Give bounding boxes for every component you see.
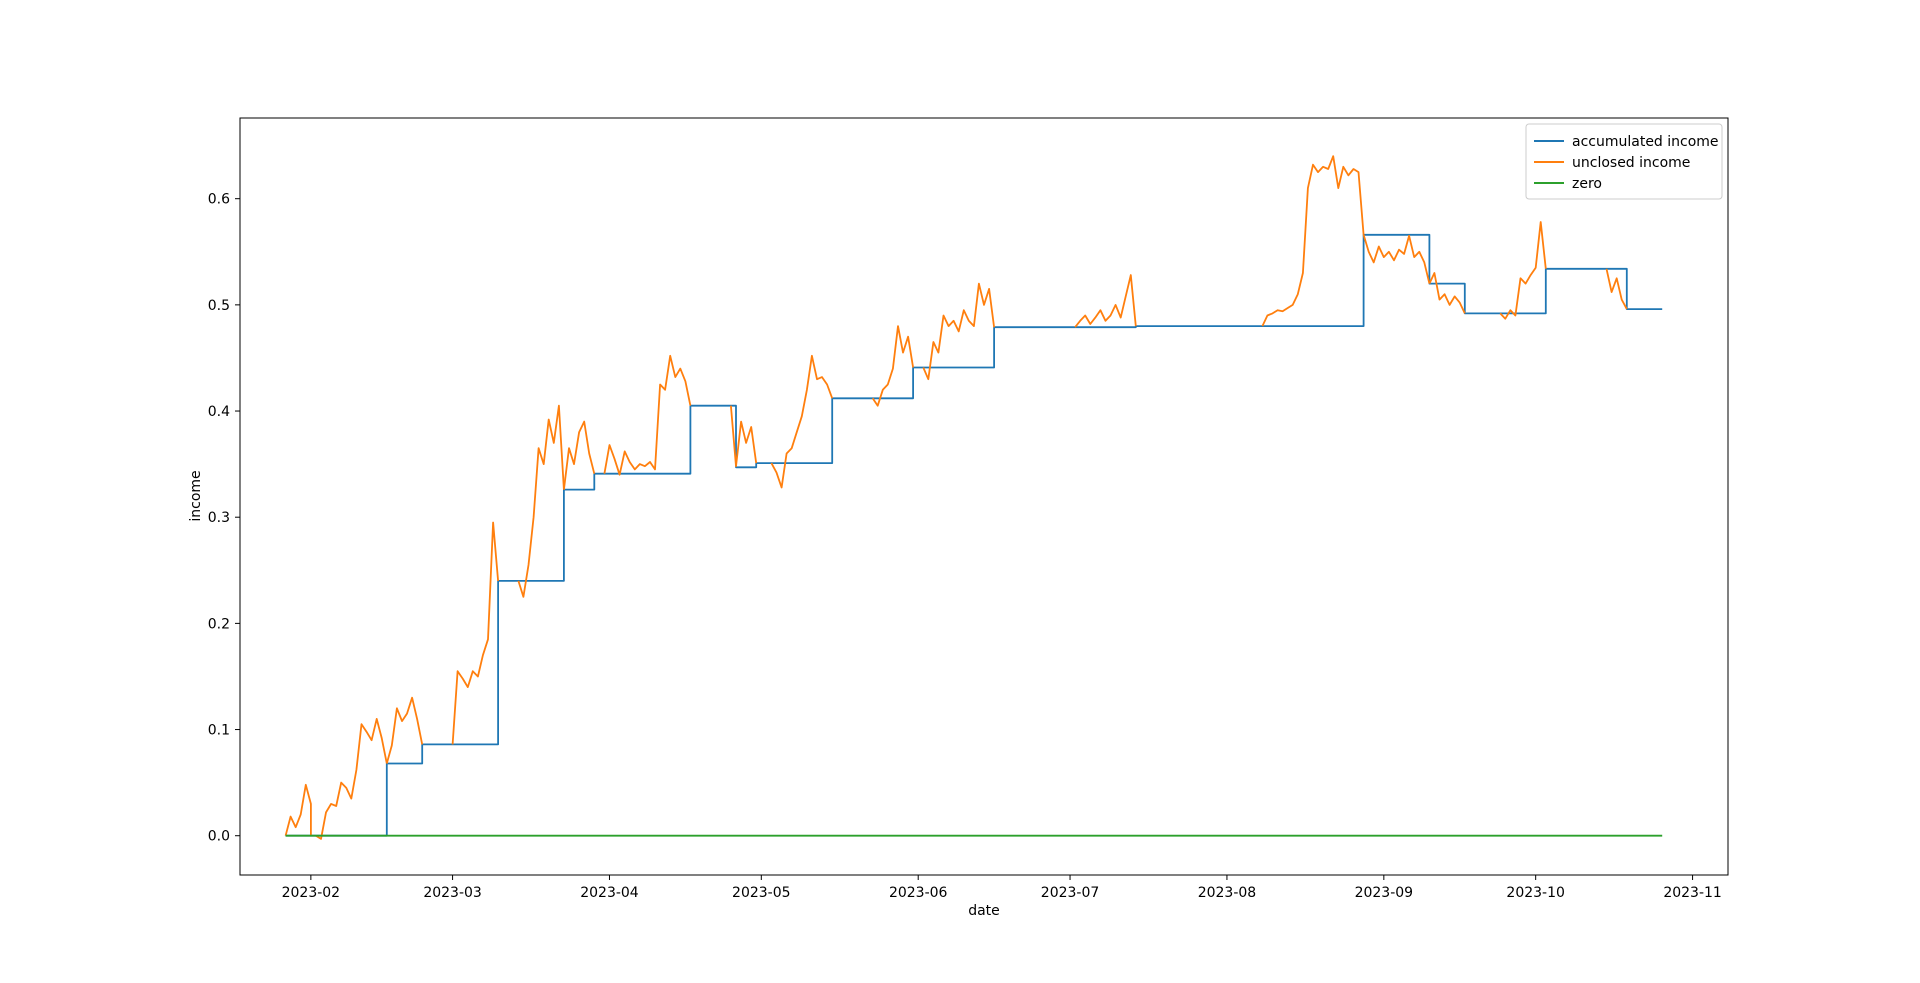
series-line-accumulated-income [285,233,1663,837]
y-tick-label: 0.3 [208,510,230,526]
x-axis-label: date [968,903,1000,919]
legend-label-zero: zero [1572,176,1602,192]
series-line-unclosed-income [730,405,758,468]
legend-box [1525,123,1723,200]
series-line-unclosed-income [517,404,565,598]
y-axis-label: income [188,470,204,521]
series-line-unclosed-income [770,354,834,489]
series-line-unclosed-income [922,282,995,381]
legend-label-accumulated-income: accumulated income [1572,134,1719,150]
x-axis: 2023-02 2023-03 2023-04 2023-05 2023-06 2023-… [282,875,1722,901]
x-tick-label: 2023-03 [423,885,482,901]
y-tick-label: 0.2 [208,616,230,632]
x-tick-label: 2023-09 [1355,885,1414,901]
series-line-unclosed-income [385,696,424,764]
series-line-unclosed-income [563,420,596,490]
series-layer [284,155,1663,840]
x-tick-label: 2023-02 [282,885,341,901]
plot-area [240,118,1728,875]
legend-label-unclosed-income: unclosed income [1572,155,1690,171]
series-line-unclosed-income [1261,155,1365,327]
y-tick-label: 0.0 [208,829,230,845]
y-tick-label: 0.1 [208,723,230,739]
x-tick-label: 2023-11 [1663,885,1722,901]
series-line-unclosed-income [315,718,388,840]
x-tick-label: 2023-07 [1041,885,1100,901]
x-tick-label: 2023-06 [889,885,948,901]
x-tick-label: 2023-04 [580,885,639,901]
legend: accumulated income unclosed income zero [1525,123,1723,200]
series-line-unclosed-income [1074,274,1137,328]
series-line-unclosed-income [1428,272,1466,314]
y-tick-label: 0.5 [208,298,230,314]
x-tick-label: 2023-08 [1198,885,1257,901]
series-line-unclosed-income [1605,268,1628,310]
series-line-unclosed-income [871,325,914,407]
y-axis: 0.0 0.1 0.2 0.3 0.4 0.5 0.6 [208,192,240,845]
series-line-unclosed-income [603,354,692,476]
series-line-unclosed-income [1499,221,1547,320]
x-tick-label: 2023-10 [1506,885,1565,901]
y-tick-label: 0.4 [208,404,230,420]
series-line-unclosed-income [1362,234,1431,284]
y-tick-label: 0.6 [208,192,230,208]
plot-frame [239,117,1729,876]
series-line-unclosed-income [451,521,499,745]
series-line-unclosed-income [284,783,312,836]
x-tick-label: 2023-05 [732,885,791,901]
